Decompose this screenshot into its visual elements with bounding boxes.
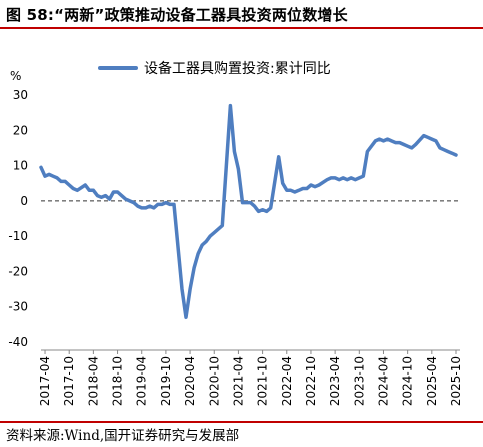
x-tick-label: 2022-10 (304, 356, 318, 406)
y-tick-label: 0 (20, 194, 28, 208)
x-tick-label: 2025-04 (425, 356, 439, 406)
x-tick-label: 2017-04 (38, 356, 52, 406)
x-tick-label: 2017-10 (62, 356, 76, 406)
x-tick-label: 2022-04 (280, 356, 294, 406)
y-tick-label: 10 (13, 159, 28, 173)
y-tick-label: 20 (13, 123, 28, 137)
y-tick-label: -40 (8, 335, 28, 349)
series-line-equipment-investment (39, 103, 458, 320)
x-tick-label: 2025-10 (449, 356, 463, 406)
x-tick-label: 2020-04 (183, 356, 197, 406)
x-tick-label: 2019-04 (135, 356, 149, 406)
x-tick-label: 2018-04 (86, 356, 100, 406)
source-note: 资料来源:Wind,国开证券研究与发展部 (6, 428, 240, 444)
x-tick-label: 2018-10 (111, 356, 125, 406)
x-tick-label: 2024-10 (401, 356, 415, 406)
x-tick-label: 2023-04 (328, 356, 342, 406)
x-tick-label: 2024-04 (376, 356, 390, 406)
title-rule (0, 27, 483, 29)
legend: 设备工器具购置投资:累计同比 (98, 60, 331, 77)
x-tick-label: 2021-10 (256, 356, 270, 406)
y-axis: 30 20 10 0 -10 -20 -30 -40 (8, 88, 28, 349)
footer-rule (0, 421, 483, 423)
x-axis: 2017-04 2017-10 2018-04 2018-10 2019-04 2019-… (38, 350, 463, 406)
y-tick-label: 30 (13, 88, 28, 102)
y-tick-label: -10 (8, 229, 28, 243)
legend-label: 设备工器具购置投资:累计同比 (144, 60, 331, 77)
x-tick-label: 2019-10 (159, 356, 173, 406)
y-axis-unit: % (10, 69, 21, 83)
y-tick-label: -20 (8, 264, 28, 278)
y-tick-label: -30 (8, 300, 28, 314)
x-tick-label: 2020-10 (207, 356, 221, 406)
x-tick-label: 2021-04 (231, 356, 245, 406)
figure-title: 图 58:“两新”政策推动设备工器具投资两位数增长 (6, 6, 348, 24)
x-tick-label: 2023-10 (352, 356, 366, 406)
